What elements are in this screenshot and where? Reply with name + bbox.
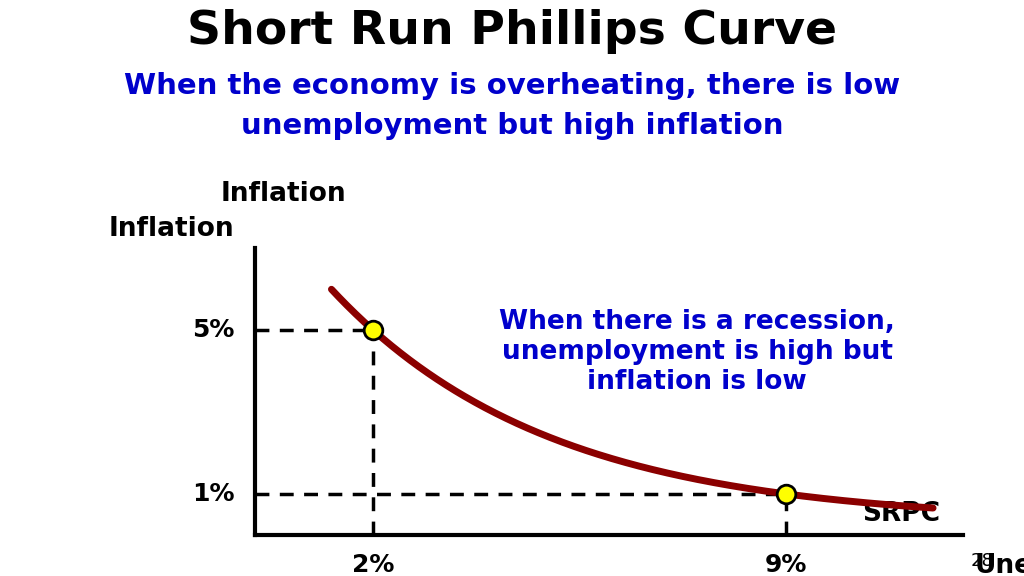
Text: Inflation: Inflation	[220, 181, 346, 207]
Text: Inflation: Inflation	[109, 216, 234, 242]
Text: Unemployment: Unemployment	[975, 554, 1024, 576]
Text: unemployment but high inflation: unemployment but high inflation	[241, 112, 783, 141]
Point	[365, 325, 381, 334]
Text: 9%: 9%	[765, 554, 807, 576]
Text: SRPC: SRPC	[862, 501, 940, 527]
Text: When there is a recession,
unemployment is high but
inflation is low: When there is a recession, unemployment …	[500, 309, 895, 395]
Point	[777, 489, 794, 498]
Text: 28: 28	[971, 552, 993, 570]
Text: 1%: 1%	[191, 482, 234, 506]
Text: Short Run Phillips Curve: Short Run Phillips Curve	[187, 9, 837, 54]
Text: 5%: 5%	[191, 318, 234, 342]
Text: 2%: 2%	[351, 554, 394, 576]
Text: When the economy is overheating, there is low: When the economy is overheating, there i…	[124, 72, 900, 100]
